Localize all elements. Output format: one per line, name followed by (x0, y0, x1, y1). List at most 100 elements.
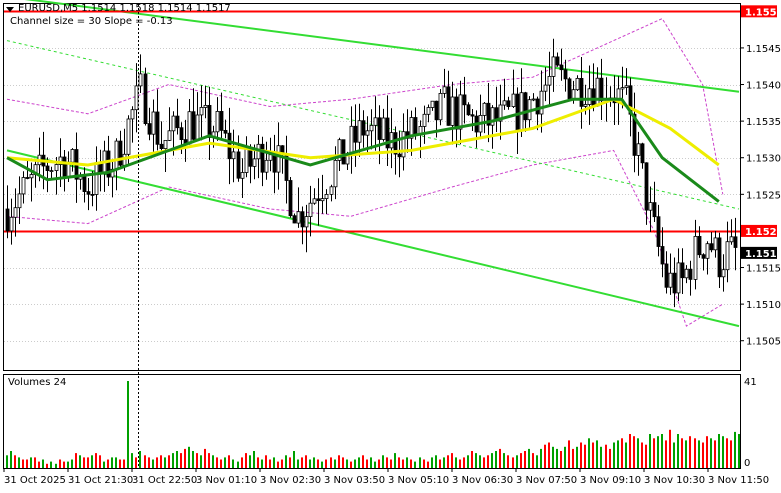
volume-bar (592, 442, 594, 468)
volume-bar (350, 461, 352, 468)
candle-body (300, 211, 305, 228)
channel-info: Channel size = 30 Slope = -0.13 (10, 16, 173, 27)
volume-bar (544, 444, 546, 468)
x-tick-label: 31 Oct 21:30 (68, 475, 133, 486)
volume-bar (406, 457, 408, 468)
volume-bar (241, 457, 243, 468)
candle-body (705, 243, 710, 259)
candle-body (595, 77, 600, 107)
volume-bar (220, 459, 222, 468)
y-tick-label: 1.1525 (746, 190, 781, 201)
volume-zero-label: 0 (744, 458, 750, 469)
volume-bar (180, 453, 182, 468)
volume-bar (398, 457, 400, 468)
candle-body (688, 268, 693, 280)
volume-bar (419, 457, 421, 468)
candle-body (543, 84, 548, 92)
volume-bar (439, 459, 441, 468)
candle-body (733, 236, 738, 248)
price-label-box (741, 5, 777, 18)
volume-bar (507, 455, 509, 468)
volume-bar (710, 438, 712, 468)
volume-bar (144, 455, 146, 468)
candle-body (25, 177, 30, 179)
candle-body (292, 215, 297, 224)
volume-bar (483, 457, 485, 468)
candle-body (668, 272, 673, 288)
candle-body (333, 159, 338, 188)
volume-bar (34, 457, 36, 468)
volume-bar (584, 444, 586, 468)
candle-body (316, 198, 321, 202)
candle-body (701, 254, 706, 259)
candle-body (482, 102, 487, 116)
volume-bar (738, 434, 740, 468)
volume-bar (548, 442, 550, 468)
candle-body (397, 153, 402, 158)
candle-body (729, 236, 734, 243)
volume-bar (67, 461, 69, 468)
volume-bar (358, 457, 360, 468)
volume-bar (75, 453, 77, 468)
volume-bar (354, 459, 356, 468)
volume-bar (633, 436, 635, 468)
candle-body (337, 139, 342, 161)
volume-bar (722, 436, 724, 468)
volume-bar (204, 448, 206, 468)
candle-body (312, 198, 317, 204)
candle-body (470, 114, 475, 117)
volume-bar (148, 457, 150, 468)
volume-bar (572, 448, 574, 468)
candle-body (240, 172, 245, 179)
volume-bar (293, 451, 295, 468)
volume-bar (208, 453, 210, 468)
volume-bar (382, 455, 384, 468)
volume-bar (596, 440, 598, 468)
candle-body (438, 93, 443, 121)
candle-body (304, 216, 309, 228)
candle-body (519, 92, 524, 131)
volume-bar (95, 453, 97, 468)
volume-bar (342, 457, 344, 468)
volume-bar (55, 463, 57, 468)
candle-body (486, 102, 491, 126)
candle-body (709, 243, 714, 251)
volume-bar (71, 459, 73, 468)
volume-bar (216, 457, 218, 468)
candle-body (587, 88, 592, 105)
volume-bar (734, 431, 736, 468)
candle-body (563, 69, 568, 80)
volume-bar (625, 442, 627, 468)
volume-bar (281, 459, 283, 468)
candle-body (147, 123, 152, 135)
candle-body (413, 117, 418, 136)
volume-bar (467, 455, 469, 468)
candle-body (434, 100, 439, 121)
candle-body (320, 198, 325, 202)
candle-body (620, 87, 625, 90)
horizontal-levels (4, 10, 740, 233)
volume-bar (119, 459, 121, 468)
volume-bar (637, 438, 639, 468)
volume-bar (471, 451, 473, 468)
axes: 1.1545 1.1540 1.1535 1.1530 1.1525 1.1515 1.15… (3, 5, 781, 486)
volume-bar (528, 448, 530, 468)
volume-bar (491, 453, 493, 468)
volume-bar (475, 453, 477, 468)
candle-body (361, 120, 366, 136)
volume-bar (423, 459, 425, 468)
x-tick-label: 3 Nov 05:10 (388, 475, 449, 486)
candle-body (624, 85, 629, 88)
volume-bar (576, 446, 578, 468)
x-tick-label: 3 Nov 09:10 (580, 475, 641, 486)
candle-body (264, 159, 269, 173)
symbol-dropdown-icon[interactable] (6, 7, 14, 12)
candle-body (21, 177, 26, 195)
candle-body (5, 208, 10, 232)
candle-body (648, 202, 653, 211)
candle-body (599, 77, 604, 102)
volume-bar (463, 457, 465, 468)
volume-bar (269, 459, 271, 468)
volume-bar (702, 442, 704, 468)
